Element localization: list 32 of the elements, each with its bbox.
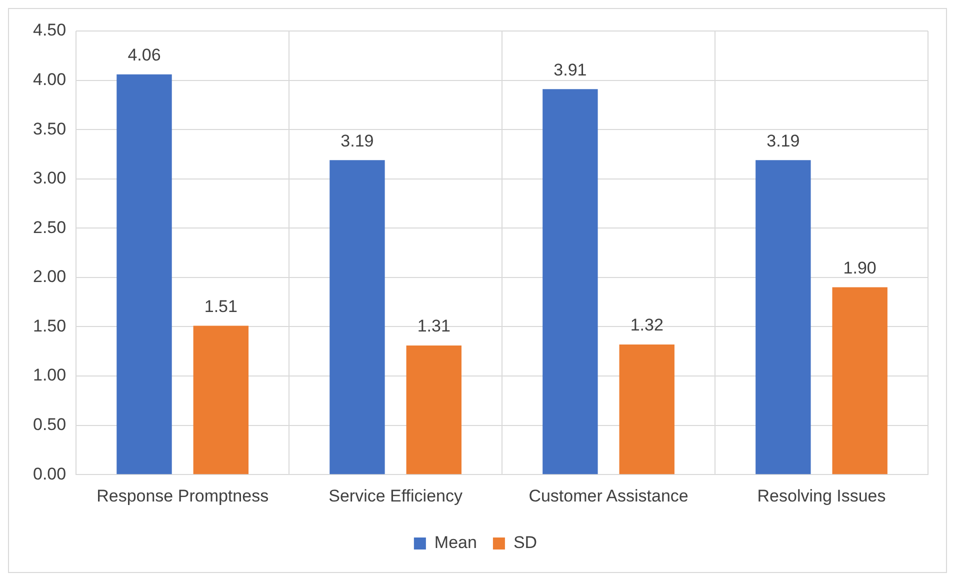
y-tick-label: 2.50 [32,218,66,237]
data-label: 1.32 [630,316,664,335]
bar [406,345,462,474]
legend-label: SD [513,533,538,552]
data-label: 1.31 [417,316,450,336]
data-label: 3.19 [340,131,374,150]
y-tick-label: 4.00 [32,70,66,89]
data-label: 3.19 [766,131,800,150]
y-tick-label: 1.50 [32,316,66,336]
bar [832,287,888,474]
y-tick-label: 4.50 [32,20,66,40]
data-label: 1.51 [204,296,238,316]
x-tick-label: Customer Assistance [528,486,688,506]
y-tick-label: 0.00 [32,464,66,484]
y-tick-label: 0.50 [32,415,66,434]
x-tick-label: Response Promptness [96,486,269,506]
data-label: 3.91 [554,60,587,80]
x-tick-label: Resolving Issues [757,486,886,506]
bar [330,160,385,474]
data-label: 4.06 [128,46,161,65]
bar [542,89,598,474]
x-tick-label: Service Efficiency [328,486,463,506]
data-label: 1.90 [843,258,876,278]
y-tick-label: 3.50 [32,119,66,138]
legend-label: Mean [434,533,477,552]
bar [619,344,674,474]
y-tick-label: 3.00 [32,168,66,188]
y-tick-label: 2.00 [32,267,66,286]
y-tick-label: 1.00 [32,366,66,385]
bar [756,160,811,474]
bar [116,74,172,474]
bar [193,326,249,474]
